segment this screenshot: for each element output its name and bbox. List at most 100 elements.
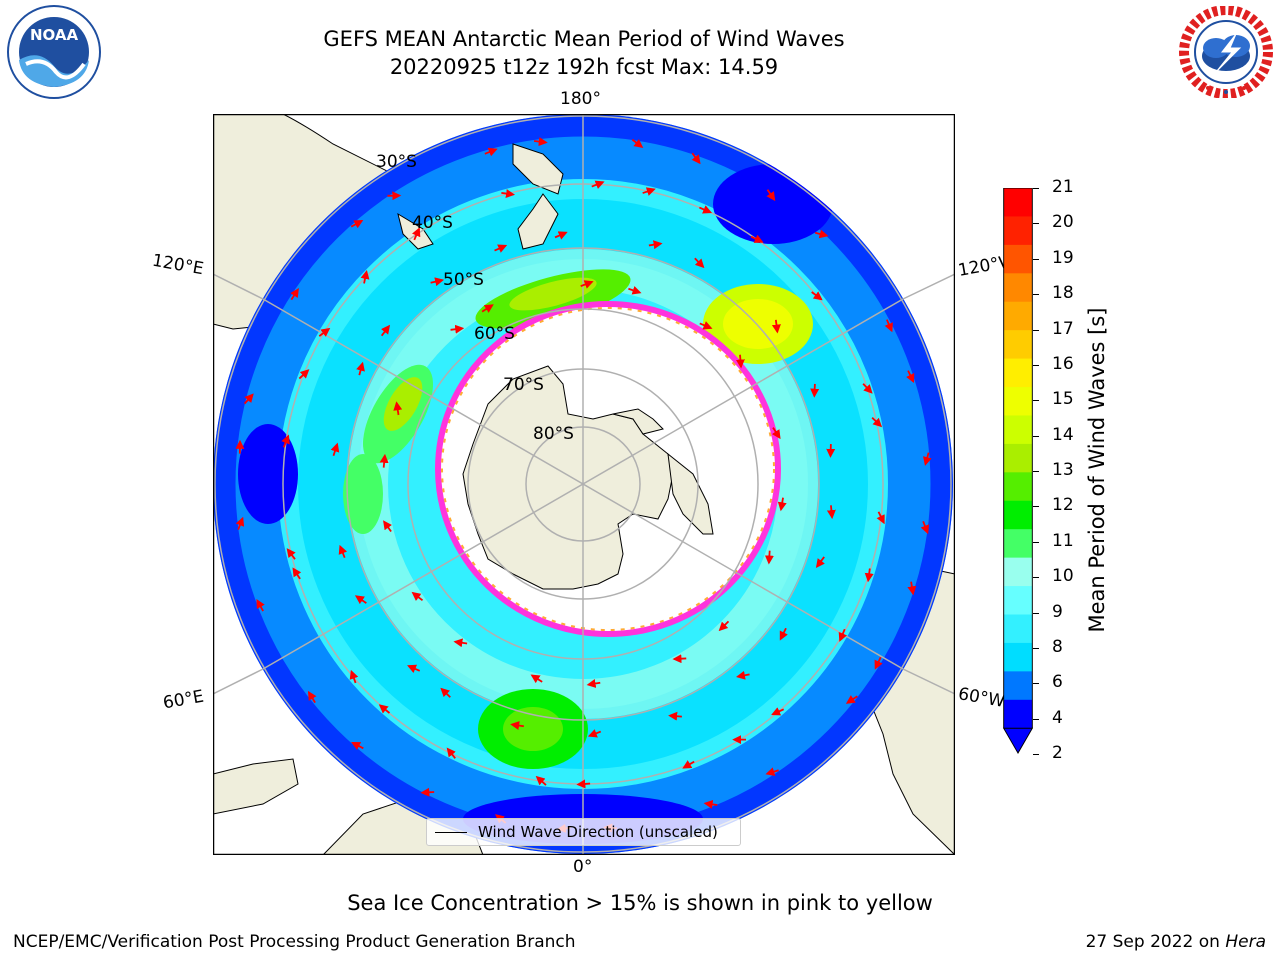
wind-wave-arrow [764,550,774,565]
wind-wave-arrow [815,556,825,569]
map-frame [213,114,955,855]
wind-wave-arrow [393,401,403,416]
colorbar-segment [1003,188,1033,217]
colorbar-tick-label: 21 [1052,177,1074,197]
colorbar-segment [1003,443,1033,473]
wind-wave-arrow [407,664,421,674]
wind-wave-arrow [884,319,893,333]
colorbar-tick-label: 2 [1052,743,1063,763]
colorbar-tick-label: 11 [1052,530,1074,551]
wind-wave-arrow [682,760,695,769]
wind-wave-arrow [628,285,642,295]
wind-wave-arrow [354,595,367,605]
wind-wave-arrow [587,729,602,738]
wind-wave-arrow [484,147,498,157]
wind-wave-arrow [814,229,829,239]
colorbar-segment [1003,699,1033,729]
graticule-outer [213,273,955,695]
colorbar-label: Mean Period of Wind Waves [s] [1085,307,1109,633]
wind-wave-arrow [668,711,682,721]
colorbar-tick-mark [1033,364,1039,366]
wind-wave-arrow [530,674,543,684]
wind-wave-arrow [290,288,299,301]
colorbar-tick-mark [1033,718,1039,720]
colorbar-tick-label: 14 [1052,424,1074,445]
colorbar-tick-label: 12 [1052,495,1074,516]
wind-wave-arrow [576,779,591,789]
wind-wave-arrow [481,304,494,313]
wind-wave-arrow [845,695,858,704]
colorbar-segment [1003,500,1033,530]
wind-wave-arrow [718,620,730,632]
wind-wave-arrow [871,417,883,428]
wind-wave-arrow [779,627,788,641]
wind-wave-arrow [420,787,435,797]
wind-wave-arrow [256,599,265,612]
wind-wave-arrow [235,516,245,530]
colorbar-tick-mark [1033,541,1039,543]
wind-wave-arrow [292,567,302,580]
colorbar-tick-label: 8 [1052,636,1063,657]
colorbar-tick-label: 9 [1052,601,1063,622]
colorbar-tick-mark [1033,223,1039,225]
wind-wave-arrow [874,656,883,670]
lat-label-70s: 70°S [503,375,544,395]
colorbar-segment [1003,642,1033,672]
wind-wave-arrow [766,189,776,202]
wind-wave-arrow [642,187,656,196]
colorbar-tick-label: 20 [1052,212,1074,233]
wind-wave-arrow [580,280,594,289]
colorbar-tick-label: 6 [1052,672,1063,693]
wind-wave-arrow [838,628,848,642]
colorbar-tick-mark [1033,471,1039,472]
colorbar-tick-mark [1033,294,1039,296]
lat-label-30s: 30°S [376,152,417,172]
colorbar-segment [1003,557,1033,587]
lat-label-50s: 50°S [443,270,484,290]
wind-wave-arrow [338,544,348,559]
footer-credit: NCEP/EMC/Verification Post Processing Pr… [13,932,576,952]
wind-wave-arrow [440,687,451,698]
colorbar-tick-mark [1033,329,1039,331]
wind-wave-arrow [765,767,779,776]
wind-wave-arrow [450,324,465,334]
colorbar-segment [1003,529,1033,559]
map-legend: Wind Wave Direction (unscaled) [426,818,741,846]
colorbar-segment [1003,358,1033,388]
footer-date: 27 Sep 2022 on Hera [1086,932,1266,952]
wind-wave-arrow [694,257,705,269]
wind-wave-arrow [691,152,701,165]
colorbar-tick-mark [1033,612,1039,614]
colorbar-segment [1003,244,1033,274]
wind-wave-arrow [330,442,340,457]
colorbar-tick-label: 13 [1052,460,1074,480]
lat-label-80s: 80°S [533,424,574,444]
colorbar-tick-label: 17 [1052,318,1074,339]
colorbar-segment [1003,586,1033,615]
lon-label-60e: 60°E [161,686,206,714]
wind-wave-arrow [453,638,468,648]
wind-wave-arrow [811,291,823,301]
colorbar-segment [1003,330,1033,360]
legend-line-sample [435,832,467,833]
noaa-logo: NOAA [7,5,101,99]
colorbar-segment [1003,216,1033,246]
wind-wave-arrow [923,452,932,466]
wind-wave-arrow [699,205,713,214]
wind-wave-arrow [826,505,836,520]
wind-wave-arrow [351,741,364,751]
wind-wave-arrow [430,277,445,287]
colorbar-tick-mark [1033,754,1039,755]
wind-wave-arrow [703,799,718,809]
colorbar-segment [1003,273,1033,303]
wind-wave-arrow [750,234,764,243]
wind-wave-arrow [298,369,310,380]
colorbar-frame [1003,188,1033,729]
chart-title: GEFS MEAN Antarctic Mean Period of Wind … [323,27,845,51]
colorbar-tick-label: 16 [1052,353,1074,374]
colorbar-tick-mark [1033,577,1039,579]
wind-wave-arrows [235,137,932,833]
colorbar-tick-mark [1033,435,1039,437]
colorbar-tick-mark [1033,506,1039,508]
wind-wave-arrow [535,775,547,786]
